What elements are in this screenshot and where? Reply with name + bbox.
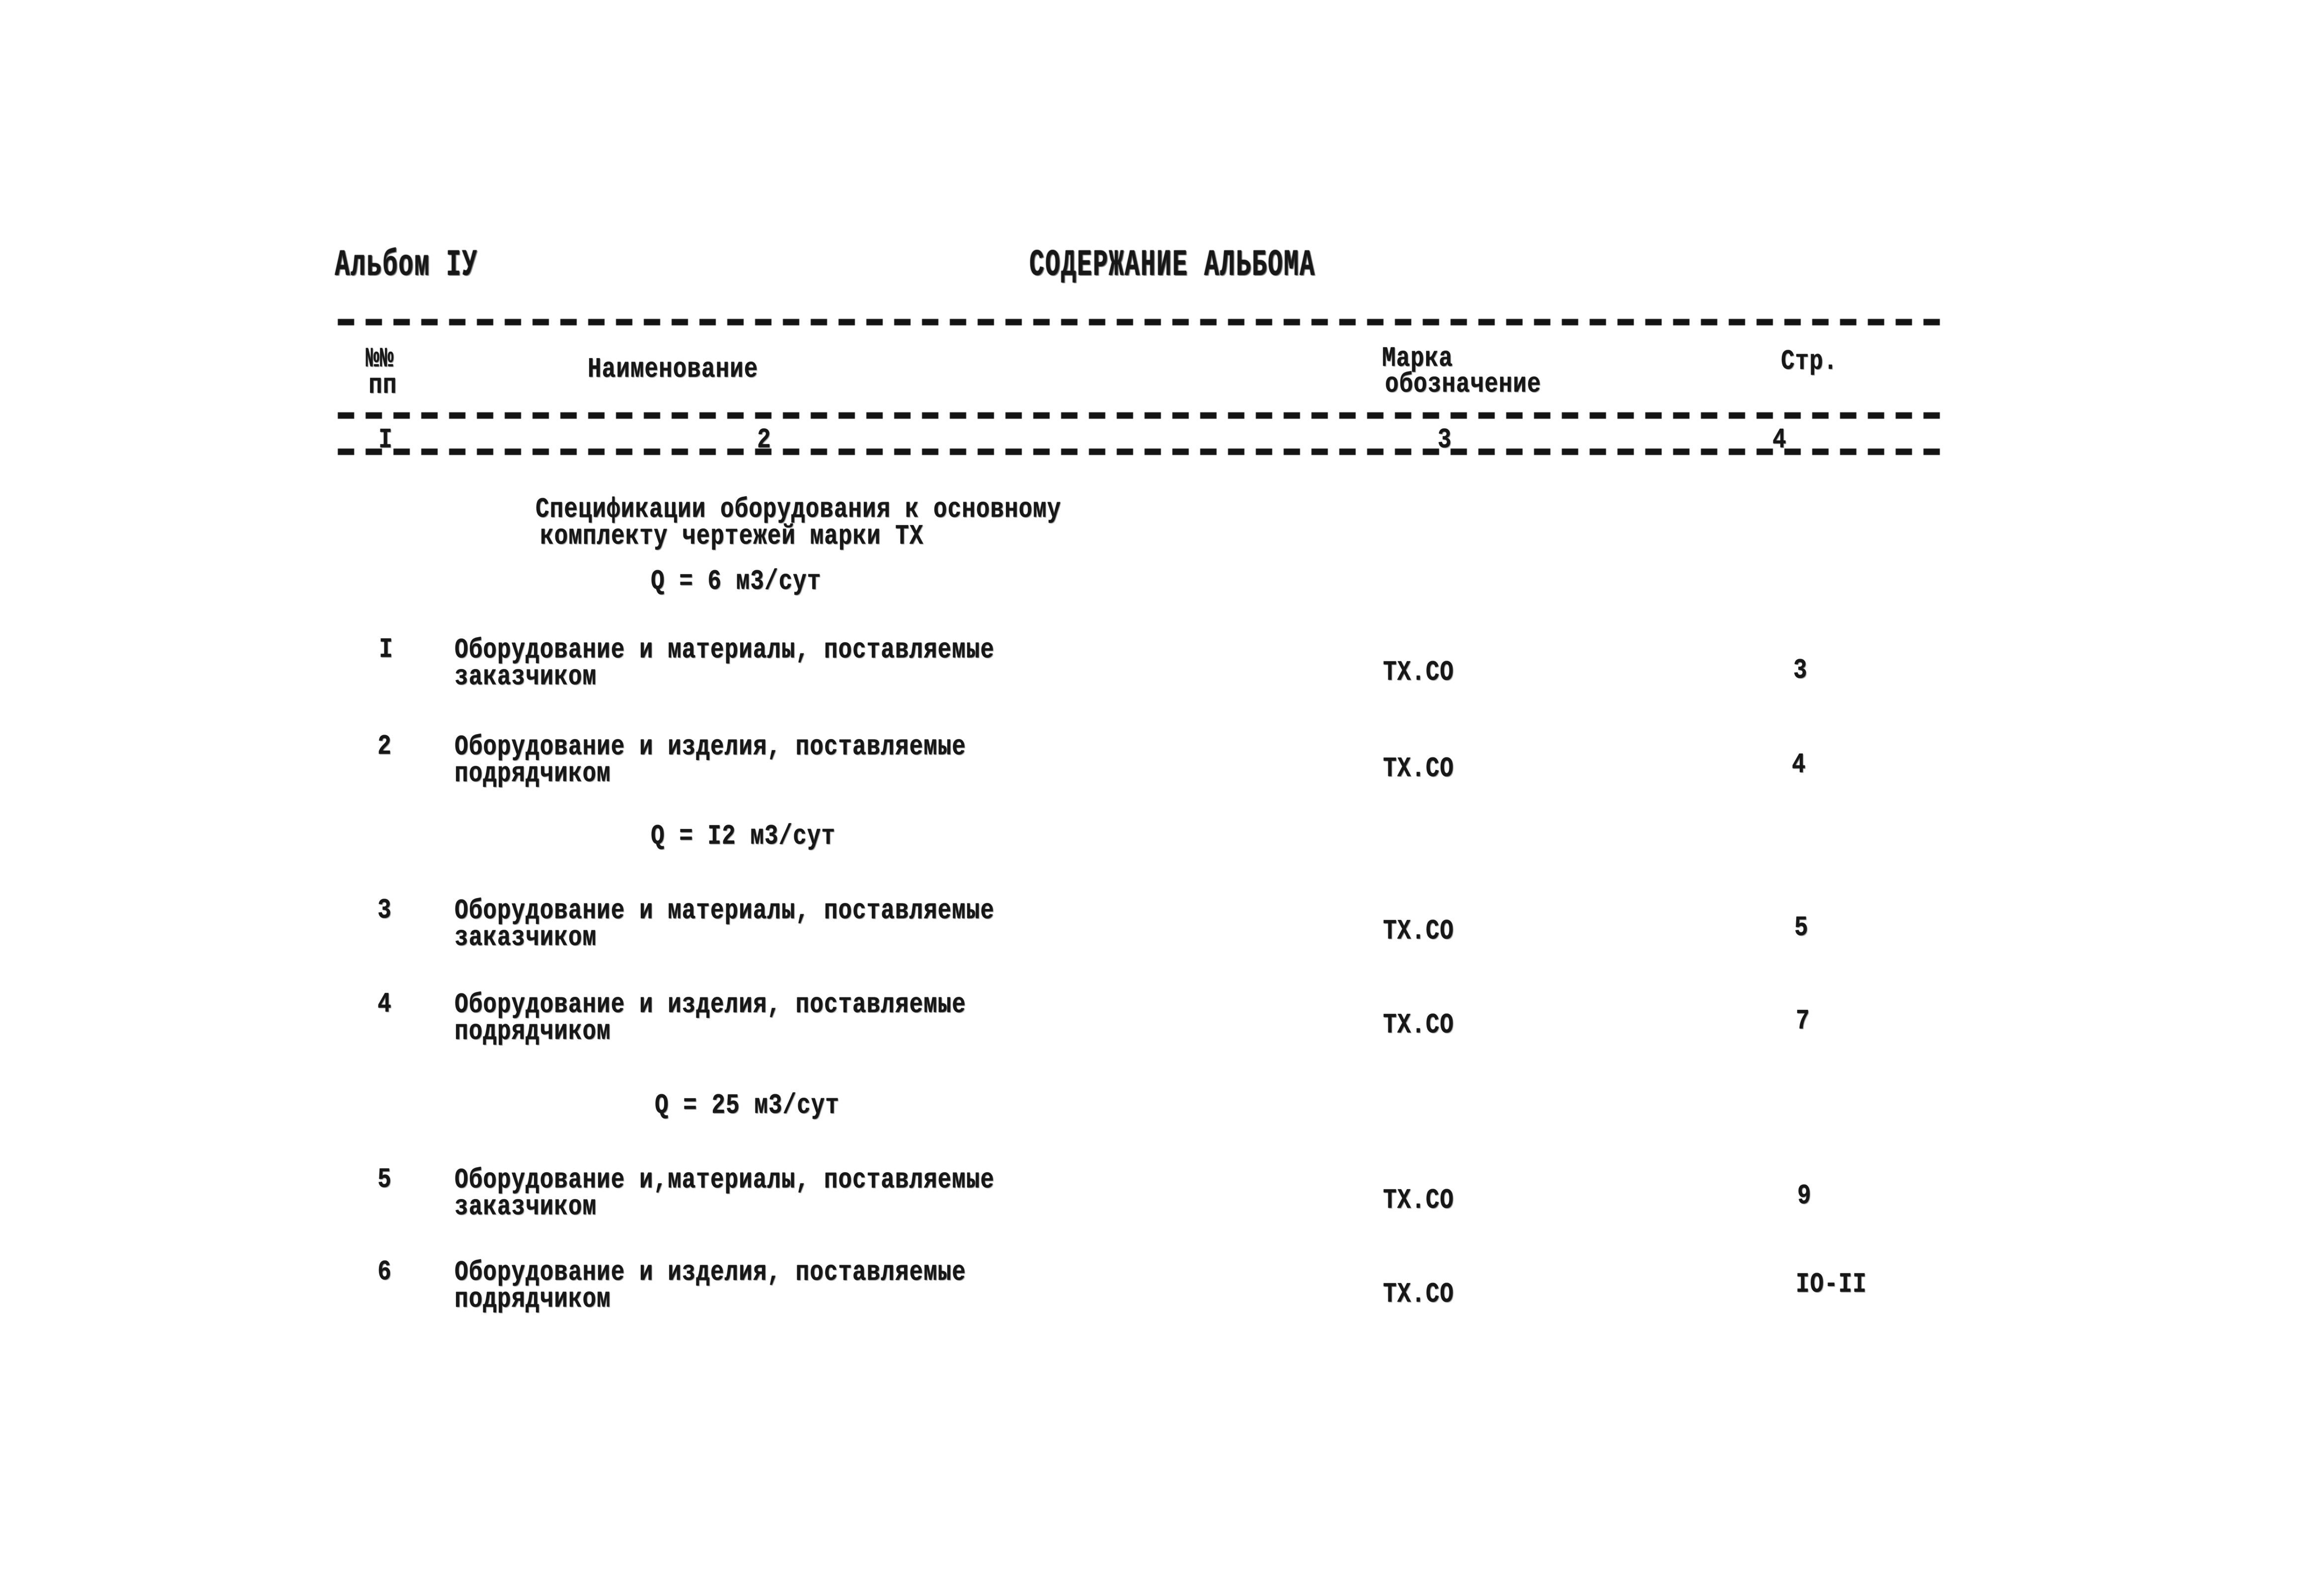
row-num: 6 <box>378 1256 392 1288</box>
row-name-line1: Оборудование и изделия, поставляемые <box>455 731 966 763</box>
section-subheading-q6: Q = 6 м3/сут <box>651 566 822 598</box>
row-mark: ТХ.СО <box>1383 753 1455 785</box>
col-header-mark-line1: Марка <box>1382 343 1454 375</box>
album-label: Альбом IУ <box>335 244 478 287</box>
col-number-4: 4 <box>1772 424 1787 456</box>
section-subheading-q12: Q = I2 м3/сут <box>651 821 836 852</box>
row-num: I <box>379 634 393 666</box>
row-num: 4 <box>378 988 392 1020</box>
row-name-line2: заказчиком <box>455 1191 597 1223</box>
col-header-num-line2: пп <box>369 370 397 401</box>
section-subheading-q25: Q = 25 м3/сут <box>655 1090 840 1122</box>
row-mark: ТХ.СО <box>1383 657 1455 688</box>
col-header-num-line1: №№ <box>366 343 394 375</box>
col-number-2: 2 <box>757 424 771 456</box>
group-heading-line2: комплекту чертежей марки ТХ <box>540 521 924 552</box>
row-name-line2: подрядчиком <box>455 758 611 790</box>
row-name-line1: Оборудование и изделия, поставляемые <box>455 1257 966 1289</box>
row-name-line1: Оборудование и материалы, поставляемые <box>455 634 995 666</box>
row-name-line1: Оборудование и изделия, поставляемые <box>455 989 966 1021</box>
table-rule-bottom <box>338 449 1951 455</box>
row-name-line1: Оборудование и материалы, поставляемые <box>455 895 995 927</box>
row-page: IO-II <box>1796 1269 1867 1300</box>
col-header-mark-line2: обозначение <box>1385 369 1541 400</box>
page-title: СОДЕРЖАНИЕ АЛЬБОМА <box>1029 244 1316 287</box>
col-header-name: Наименование <box>588 354 759 385</box>
row-num: 5 <box>378 1164 392 1196</box>
col-number-1: I <box>379 424 393 456</box>
row-name-line2: заказчиком <box>455 661 597 693</box>
table-rule-middle <box>338 412 1951 419</box>
group-heading-line1: Спецификации оборудования к основному <box>536 494 1062 526</box>
row-page: 3 <box>1793 655 1808 686</box>
row-page: 4 <box>1792 749 1806 781</box>
row-page: 5 <box>1794 912 1809 944</box>
row-num: 3 <box>378 895 392 926</box>
row-mark: ТХ.СО <box>1383 1009 1455 1041</box>
row-name-line2: подрядчиком <box>455 1016 611 1048</box>
row-num: 2 <box>378 731 392 762</box>
row-page: 9 <box>1797 1180 1812 1212</box>
col-header-page: Стр. <box>1781 346 1838 378</box>
row-mark: ТХ.СО <box>1383 1185 1455 1216</box>
row-mark: ТХ.СО <box>1383 915 1455 947</box>
row-name-line2: заказчиком <box>455 922 597 954</box>
row-name-line1: Оборудование и,материалы, поставляемые <box>455 1164 995 1196</box>
row-page: 7 <box>1796 1005 1810 1037</box>
row-mark: ТХ.СО <box>1383 1279 1455 1310</box>
col-number-3: 3 <box>1438 424 1452 456</box>
row-name-line2: подрядчиком <box>455 1284 611 1315</box>
table-rule-top <box>338 319 1951 325</box>
